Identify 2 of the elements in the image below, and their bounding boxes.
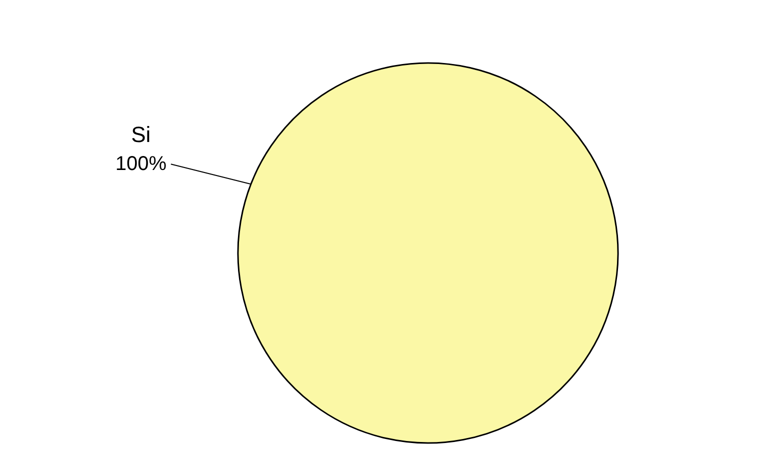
slice-label: Si — [131, 122, 151, 148]
data-label: 100% — [115, 153, 167, 176]
